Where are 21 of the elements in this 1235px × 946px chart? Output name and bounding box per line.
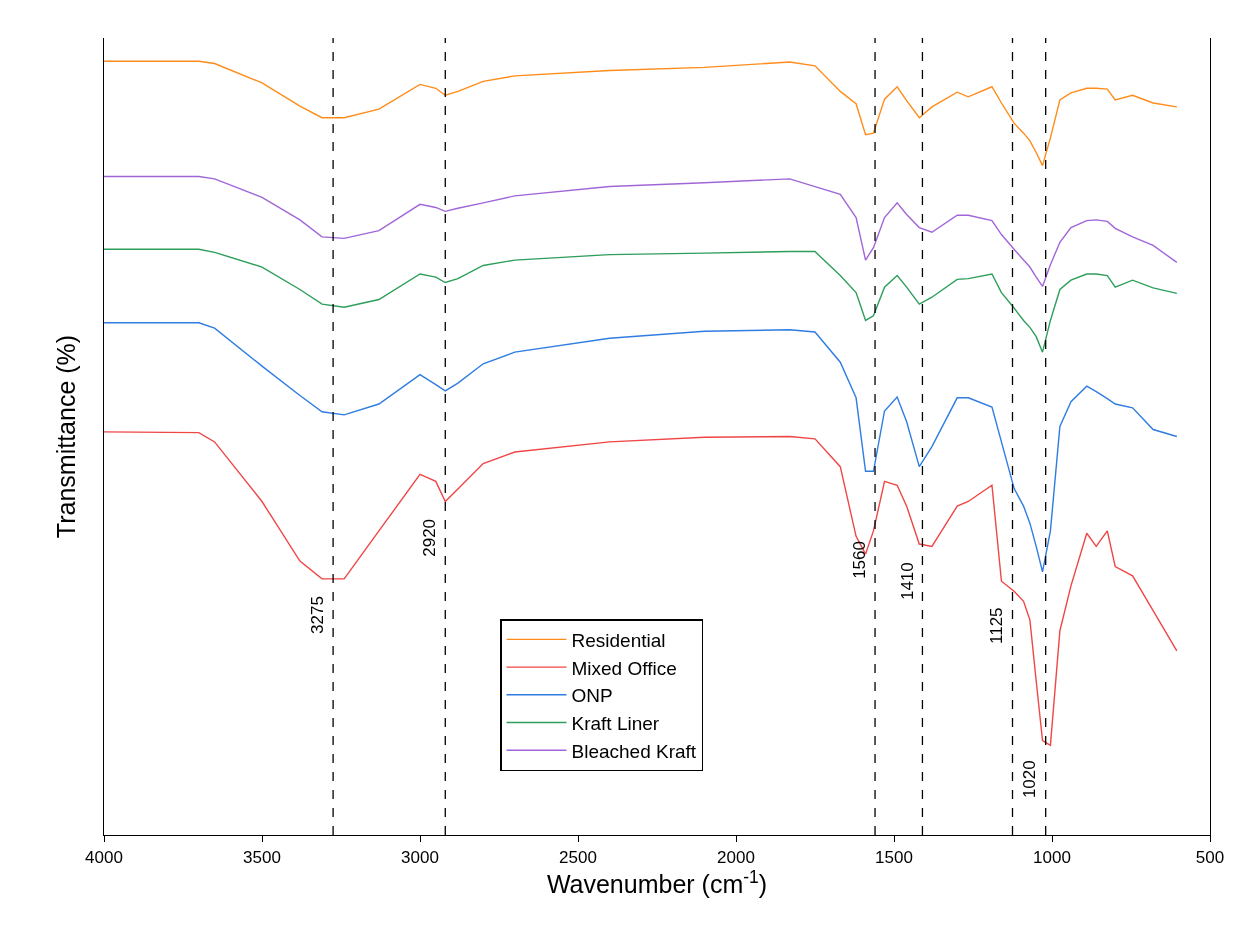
- ref-line-label: 1410: [897, 562, 917, 601]
- legend-label: Bleached Kraft: [571, 740, 697, 762]
- x-tick-label: 3500: [243, 847, 281, 867]
- legend-label: Mixed Office: [571, 657, 677, 679]
- ref-line-label: 1560: [850, 541, 870, 579]
- x-tick-label: 3000: [401, 847, 439, 867]
- ref-line-label: 1125: [987, 607, 1007, 644]
- x-tick-label: 4000: [85, 847, 123, 867]
- y-axis-title: Transmittance (%): [51, 334, 80, 539]
- ref-line-label: 2920: [419, 518, 439, 557]
- ref-line-label: 3275: [308, 596, 328, 634]
- x-axis-title: Wavenumber (cm$^{-1}$): [546, 866, 768, 899]
- x-tick-label: 500: [1195, 847, 1225, 867]
- x-tick-label: 2500: [559, 847, 597, 867]
- ref-line-label: 1020: [1020, 760, 1040, 799]
- x-tick-label: 1500: [875, 847, 913, 867]
- x-tick-label: 2000: [717, 847, 755, 867]
- legend-label: Kraft Liner: [571, 712, 660, 734]
- legend-label: ONP: [571, 685, 613, 707]
- legend-label: Residential: [571, 629, 666, 651]
- x-tick-label: 1000: [1033, 847, 1071, 867]
